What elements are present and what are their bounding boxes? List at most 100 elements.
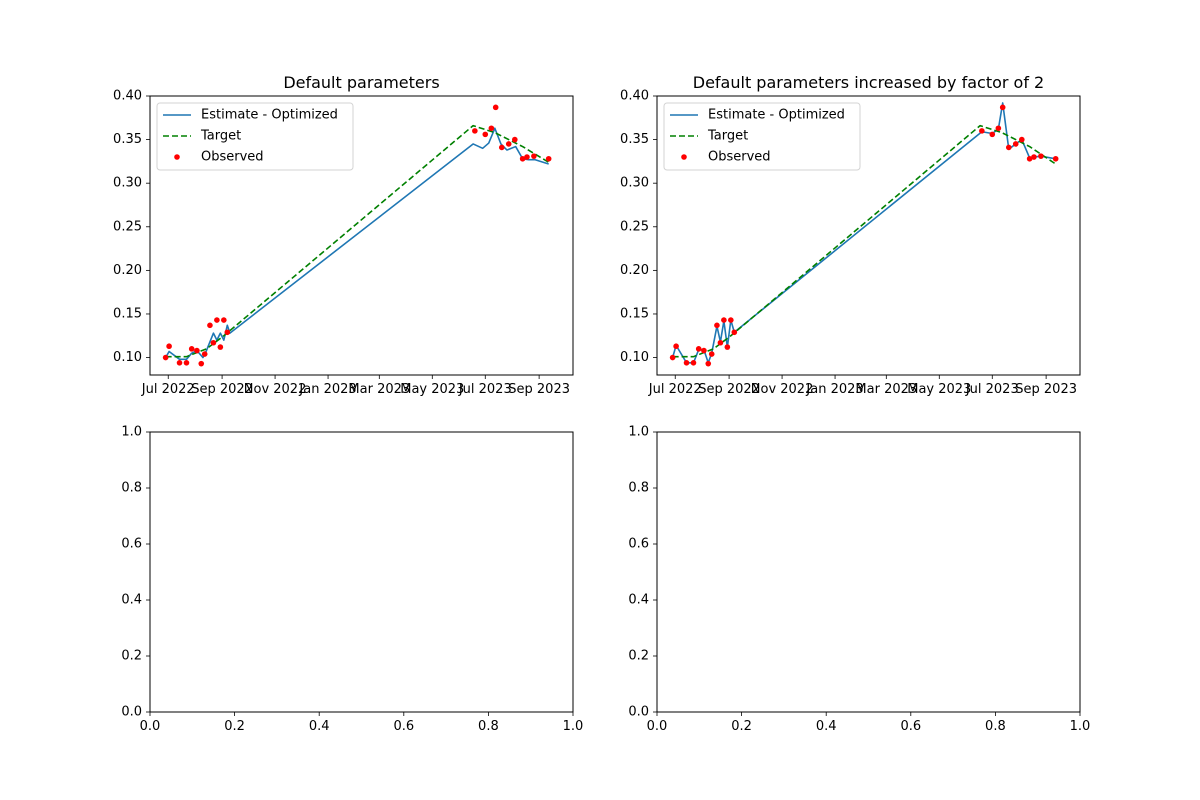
observed-point — [705, 360, 712, 367]
legend: Estimate - Optimized Target Observed — [156, 102, 354, 171]
legend-label-2: Target — [707, 129, 748, 144]
x-tick-label: 0.8 — [985, 719, 1006, 734]
observed-point — [545, 155, 552, 162]
x-tick-label: 0.2 — [224, 719, 245, 734]
observed-point — [183, 359, 190, 366]
observed-point — [176, 359, 183, 366]
y-tick-label: 1.0 — [628, 425, 649, 440]
observed-point — [166, 343, 172, 350]
observed-point — [989, 131, 996, 138]
x-tick-label: 0.2 — [731, 719, 752, 734]
y-tick-label: 1.0 — [121, 425, 142, 440]
x-tick-label: Mar 2023 — [348, 382, 410, 397]
x-tick-label: Nov 2022 — [751, 382, 814, 397]
observed-point — [1019, 136, 1025, 143]
observed-point — [201, 351, 208, 357]
observed-point — [224, 329, 231, 336]
observed-point — [531, 153, 537, 159]
x-tick-label: 1.0 — [563, 719, 584, 734]
x-tick-label: 0.4 — [816, 719, 837, 734]
observed-point — [669, 354, 676, 361]
observed-point — [207, 322, 213, 329]
x-tick-label: Mar 2023 — [855, 382, 917, 397]
observed-point — [524, 154, 530, 160]
observed-point — [721, 317, 727, 323]
y-tick-label: 0.25 — [620, 219, 649, 234]
y-tick-label: 0.10 — [113, 350, 142, 365]
observed-point — [488, 125, 495, 132]
axes-frame — [656, 431, 1081, 713]
y-tick-label: 0.40 — [113, 89, 142, 104]
y-tick-label: 0.10 — [620, 350, 649, 365]
legend-label-observed: Observed — [201, 150, 264, 165]
x-tick-label: 0.6 — [393, 719, 414, 734]
y-tick-label: 0.4 — [121, 593, 142, 608]
observed-point — [714, 322, 720, 329]
legend-label-2: Target — [200, 129, 241, 144]
legend: Estimate - Optimized Target Observed — [663, 102, 861, 171]
y-tick-label: 0.35 — [620, 132, 649, 147]
x-tick-label: Jul 2023 — [458, 382, 512, 397]
chart-title: Default parameters increased by factor o… — [693, 73, 1044, 92]
y-tick-label: 0.40 — [620, 89, 649, 104]
observed-point — [221, 317, 227, 323]
observed-point — [1031, 154, 1037, 160]
y-tick-label: 0.20 — [113, 263, 142, 278]
x-tick-label: 0.6 — [900, 719, 921, 734]
x-tick-label: 0.0 — [140, 719, 161, 734]
y-tick-label: 0.8 — [628, 481, 649, 496]
observed-point — [1052, 155, 1059, 162]
observed-point — [188, 346, 195, 352]
y-tick-label: 0.15 — [113, 306, 142, 321]
plot-area — [669, 102, 1059, 367]
chart-title: Default parameters — [283, 73, 439, 92]
observed-point — [708, 351, 715, 357]
observed-point — [512, 136, 518, 143]
observed-point — [519, 155, 526, 162]
legend-box — [663, 102, 861, 171]
x-tick-label: Jul 2022 — [648, 382, 702, 397]
plot-area — [162, 104, 552, 367]
x-tick-label: Sep 2023 — [1015, 382, 1077, 397]
series-line-1 — [164, 127, 549, 361]
observed-point — [1012, 141, 1019, 147]
y-tick-label: 0.20 — [620, 263, 649, 278]
observed-point — [979, 128, 985, 134]
observed-point — [673, 343, 679, 350]
y-tick-label: 0.25 — [113, 219, 142, 234]
y-tick-label: 0.0 — [628, 705, 649, 720]
observed-point — [194, 347, 200, 354]
y-tick-label: 0.2 — [121, 649, 142, 664]
x-tick-label: Jul 2022 — [141, 382, 195, 397]
observed-point — [162, 354, 169, 361]
chart-panel-1: Default parameters 0.10 0.15 0.20 0.25 0.30 0.… — [113, 73, 574, 397]
y-tick-label: 0.30 — [620, 176, 649, 191]
legend-swatch-observed — [681, 154, 687, 160]
x-tick-label: 0.8 — [478, 719, 499, 734]
x-tick-label: Sep 2022 — [191, 382, 253, 397]
observed-point — [695, 346, 702, 352]
x-tick-label: Jan 2023 — [298, 382, 356, 397]
observed-point — [214, 317, 220, 323]
legend-box — [156, 102, 354, 171]
observed-point — [728, 317, 734, 323]
observed-point — [1005, 144, 1012, 151]
observed-point — [472, 128, 478, 134]
observed-point — [724, 344, 731, 350]
y-tick-label: 0.6 — [121, 537, 142, 552]
observed-point — [690, 359, 697, 366]
x-tick-label: May 2023 — [400, 382, 464, 397]
observed-point — [717, 339, 724, 346]
axes-frame — [149, 431, 574, 713]
observed-point — [217, 344, 224, 350]
observed-point — [995, 125, 1002, 132]
x-tick-label: 0.4 — [309, 719, 330, 734]
y-tick-label: 0.2 — [628, 649, 649, 664]
observed-point — [701, 347, 707, 354]
legend-swatch-observed — [174, 154, 180, 160]
y-tick-label: 0.0 — [121, 705, 142, 720]
observed-point — [999, 104, 1006, 111]
x-tick-label: Nov 2022 — [244, 382, 307, 397]
chart-panel-4: 0.0 0.2 0.4 0.6 0.8 1.0 0.0 0.2 0.4 0.6 0.8 1.0 — [628, 425, 1090, 735]
